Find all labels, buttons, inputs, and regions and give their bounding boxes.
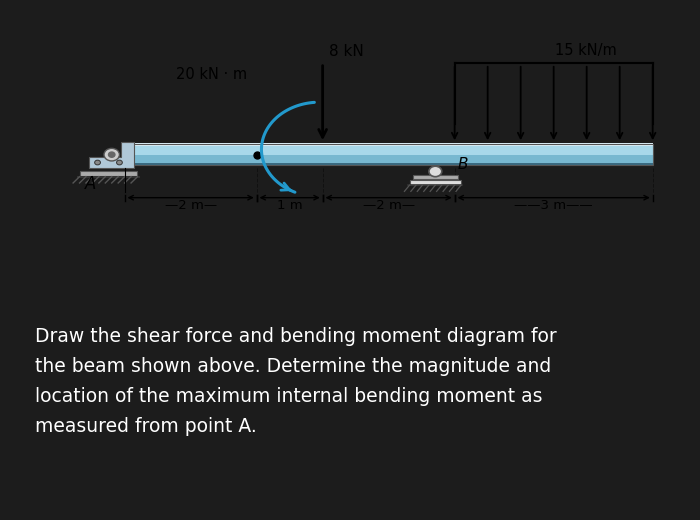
Text: Draw the shear force and bending moment diagram for
the beam shown above. Determ: Draw the shear force and bending moment …: [35, 327, 556, 436]
Text: 8 kN: 8 kN: [329, 44, 364, 59]
Circle shape: [429, 166, 442, 177]
Circle shape: [104, 148, 120, 161]
Text: 20 kN · m: 20 kN · m: [176, 67, 247, 82]
Bar: [410, 180, 461, 185]
Polygon shape: [89, 141, 134, 168]
Bar: [80, 172, 137, 177]
Text: ——3 m——: ——3 m——: [514, 199, 593, 212]
Text: 15 kN/m: 15 kN/m: [555, 43, 617, 58]
Circle shape: [94, 160, 101, 165]
Text: A: A: [85, 175, 96, 193]
Bar: [125, 154, 652, 163]
Bar: [125, 142, 652, 146]
Bar: [413, 175, 458, 179]
Bar: [125, 146, 652, 154]
Circle shape: [108, 152, 115, 157]
Circle shape: [116, 160, 122, 165]
Text: B: B: [458, 158, 468, 172]
Text: 1 m: 1 m: [276, 199, 302, 212]
Bar: [125, 144, 652, 165]
Bar: [125, 163, 652, 165]
Text: —2 m—: —2 m—: [164, 199, 217, 212]
Text: —2 m—: —2 m—: [363, 199, 414, 212]
